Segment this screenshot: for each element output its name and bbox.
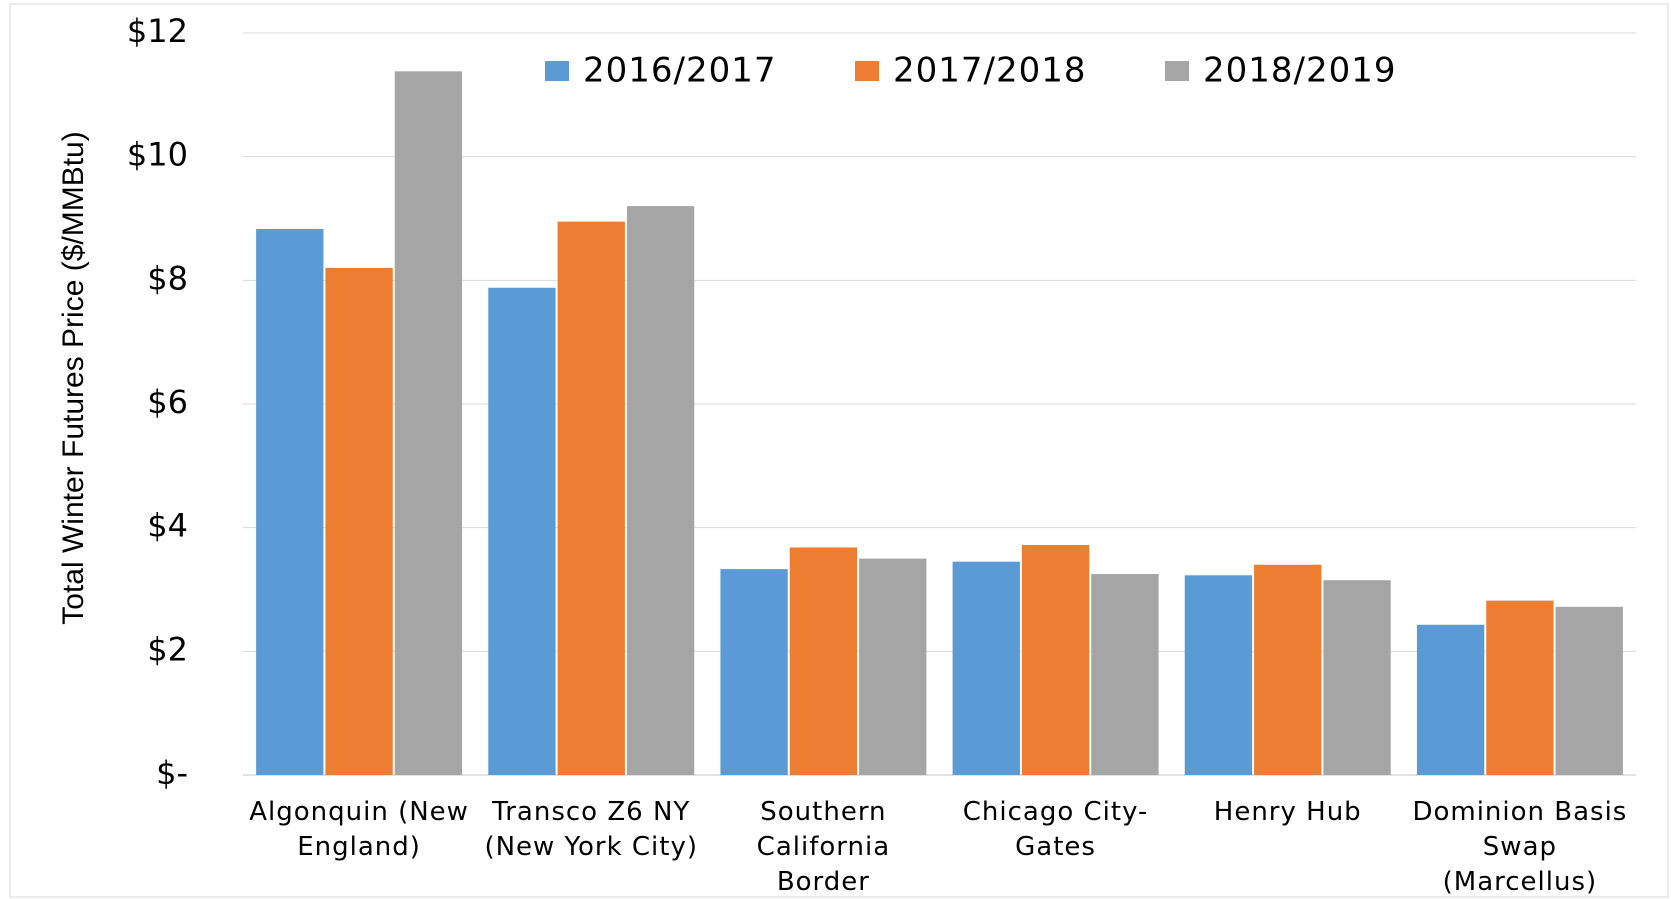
bar (1021, 544, 1090, 775)
bar (1555, 606, 1623, 775)
legend-label: 2016/2017 (583, 51, 777, 91)
x-tick-label: Henry Hub (1213, 797, 1362, 827)
legend-swatch (855, 61, 879, 81)
bar (256, 229, 324, 776)
y-tick-label: $10 (127, 136, 188, 174)
x-tick-label: Algonquin (New England) (249, 797, 469, 862)
bar (557, 221, 625, 775)
legend-swatch (1165, 61, 1189, 81)
y-axis-title: Total Winter Futures Price ($/MMBtu) (57, 131, 90, 624)
y-tick-label: $4 (147, 507, 188, 545)
bar (1184, 575, 1253, 775)
y-tick-label: $2 (147, 630, 188, 668)
bar (859, 558, 927, 775)
x-tick-label: Southern California Border (756, 797, 891, 897)
legend-label: 2017/2018 (893, 51, 1087, 91)
bar (1416, 624, 1485, 775)
bar (789, 547, 858, 775)
bar (325, 267, 393, 775)
bar (952, 561, 1020, 775)
bar (488, 287, 556, 775)
legend-swatch (545, 61, 569, 81)
bar (1323, 580, 1391, 775)
y-tick-label: $- (156, 754, 188, 792)
y-tick-label: $8 (147, 259, 188, 297)
bar (626, 206, 695, 776)
x-tick-label: Dominion Basis Swap (Marcellus) (1412, 797, 1628, 897)
bar (1486, 600, 1554, 775)
bar (720, 569, 788, 775)
chart-frame (9, 3, 1669, 898)
bar (1091, 574, 1159, 775)
y-tick-label: $12 (127, 12, 188, 50)
x-tick-label: Transco Z6 NY (New York City) (484, 797, 699, 862)
legend-label: 2018/2019 (1203, 51, 1397, 91)
y-tick-label: $6 (147, 383, 188, 421)
x-tick-label: Chicago City-Gates (962, 797, 1149, 862)
bar (394, 71, 463, 775)
bar (1254, 564, 1322, 775)
